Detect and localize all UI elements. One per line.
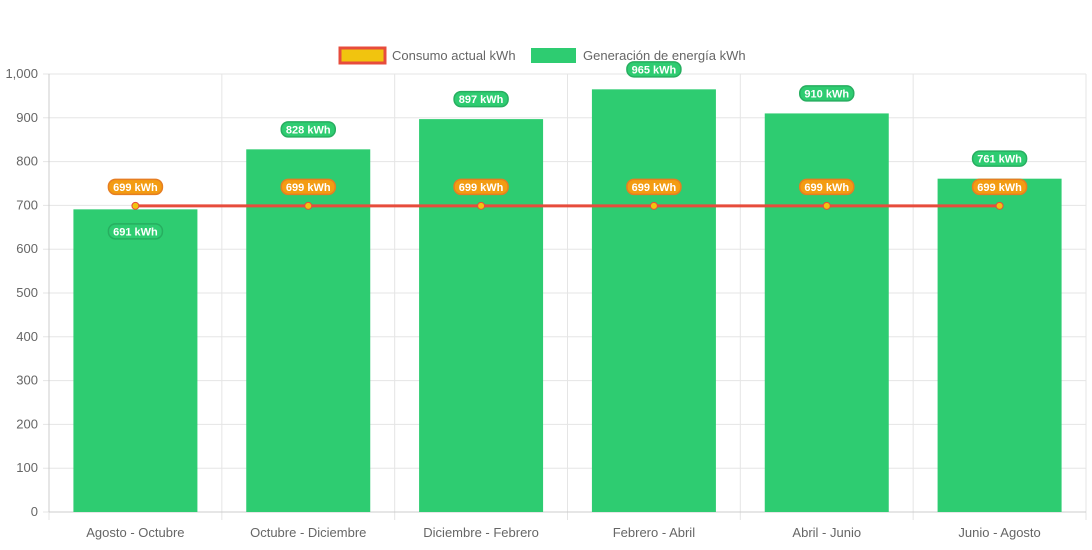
- bar-data-label-bg: [626, 61, 682, 78]
- bar-data-label: 691 kWh: [113, 226, 158, 238]
- bar-data-label-bg: [799, 85, 855, 102]
- bar-data-label-bg: [971, 150, 1028, 167]
- bar: [591, 89, 716, 512]
- x-tick-label: Febrero - Abril: [613, 525, 695, 540]
- legend-label-consumo: Consumo actual kWh: [392, 48, 516, 63]
- y-tick-label: 500: [16, 285, 38, 300]
- bar-data-label: 965 kWh: [632, 64, 677, 76]
- bar-data-label: 910 kWh: [804, 88, 849, 100]
- bar: [764, 113, 889, 513]
- line-data-label: 699 kWh: [804, 182, 849, 194]
- y-tick-label: 0: [31, 504, 38, 519]
- line-data-label: 699 kWh: [977, 182, 1022, 194]
- line-data-label-bg: [280, 178, 336, 196]
- x-tick-label: Junio - Agosto: [958, 525, 1040, 540]
- line-data-label-bg: [107, 178, 164, 196]
- legend-swatch-consumo: [338, 46, 387, 65]
- x-tick-label: Abril - Junio: [792, 525, 861, 540]
- bar-data-label: 897 kWh: [459, 94, 504, 106]
- y-tick-label: 400: [16, 329, 38, 344]
- line-point: [649, 201, 658, 210]
- bar-data-label: 761 kWh: [977, 154, 1022, 166]
- bar-data-label: 828 kWh: [286, 124, 331, 136]
- y-tick-label: 900: [16, 110, 38, 125]
- y-tick-label: 700: [16, 197, 38, 212]
- y-tick-label: 200: [16, 416, 38, 431]
- line-data-label: 699 kWh: [459, 182, 504, 194]
- line-data-label: 699 kWh: [113, 182, 158, 194]
- line-data-label-bg: [626, 178, 682, 196]
- bar-data-label-bg: [280, 121, 336, 138]
- bar: [937, 178, 1062, 512]
- line-point: [995, 201, 1004, 210]
- y-tick-label: 1,000: [5, 66, 38, 81]
- bar: [419, 119, 544, 512]
- bar-data-label-bg: [453, 90, 509, 108]
- line-point: [131, 201, 140, 210]
- line-data-label: 699 kWh: [632, 182, 677, 194]
- line-data-label: 699 kWh: [286, 182, 331, 194]
- x-tick-label: Agosto - Octubre: [86, 525, 184, 540]
- line-point: [822, 201, 831, 210]
- line-data-label-bg: [453, 178, 509, 196]
- bar-data-label-bg: [107, 223, 164, 240]
- y-tick-label: 600: [16, 241, 38, 256]
- line-data-label-bg: [971, 178, 1028, 196]
- legend-swatch-generacion: [531, 48, 576, 63]
- line-point: [477, 201, 486, 210]
- x-tick-label: Diciembre - Febrero: [423, 525, 539, 540]
- y-tick-label: 300: [16, 373, 38, 388]
- line-point: [304, 201, 313, 210]
- y-tick-label: 800: [16, 154, 38, 169]
- y-tick-label: 100: [16, 460, 38, 475]
- line-data-label-bg: [799, 178, 855, 196]
- x-tick-label: Octubre - Diciembre: [250, 525, 366, 540]
- bar: [73, 209, 198, 513]
- legend-label-generacion: Generación de energía kWh: [583, 48, 746, 63]
